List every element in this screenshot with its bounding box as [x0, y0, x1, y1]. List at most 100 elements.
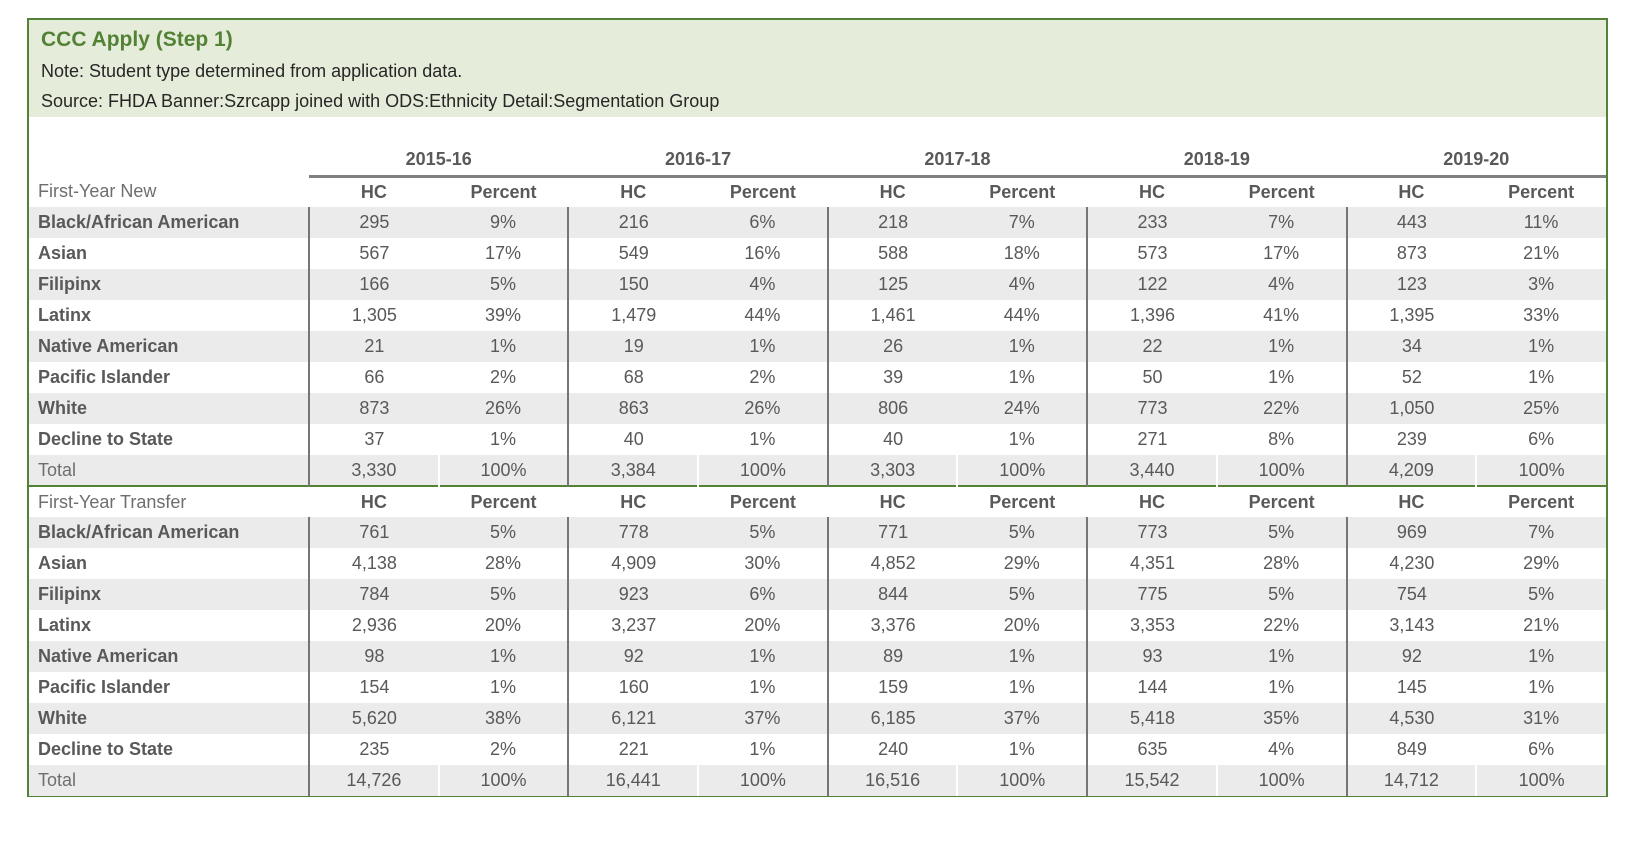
- percent-value-cell: 21%: [1523, 243, 1560, 263]
- hc-value-cell: 154: [308, 672, 439, 703]
- percent-value-cell: 1%: [1476, 331, 1606, 362]
- table-row: Native American 98 1% 92 1% 89 1% 93 1% 92 1%: [29, 641, 1606, 672]
- hc-value-cell: 1,396: [1086, 300, 1217, 331]
- percent-value-cell: 7%: [957, 207, 1088, 238]
- percent-value-cell: 1%: [1268, 677, 1295, 697]
- percent-value-cell: 37%: [698, 703, 828, 734]
- hc-value-cell: 98: [308, 641, 439, 672]
- hc-value-cell: 844: [826, 579, 958, 610]
- hc-value-cell: 4,530: [1345, 703, 1477, 734]
- hc-value-cell: 3,143: [1345, 610, 1477, 641]
- percent-value-cell: 100%: [1475, 765, 1606, 796]
- hc-column-header: HC: [879, 181, 906, 202]
- hc-value-cell: 92: [1345, 641, 1477, 672]
- table-row: Filipinx 166 5% 150 4% 125 4% 122 4% 123 3%: [29, 269, 1606, 300]
- hc-value-cell: 271: [1086, 424, 1217, 455]
- percent-value-cell: 8%: [1268, 429, 1295, 449]
- header-banner: CCC Apply (Step 1) Note: Student type de…: [29, 20, 1606, 117]
- percent-value-cell: 16%: [744, 243, 781, 263]
- row-label: Asian: [38, 553, 88, 573]
- hc-column-header: HC: [568, 485, 699, 517]
- percent-value-cell: 6%: [1528, 739, 1555, 759]
- row-label: Filipinx: [29, 579, 309, 610]
- hc-column-header: HC: [1346, 485, 1477, 517]
- hc-value-cell: 1,395: [1345, 300, 1477, 331]
- percent-value-cell: 1%: [1008, 739, 1035, 759]
- table-row: White 5,620 38% 6,121 37% 6,185 37% 5,418 35% 4,5…: [29, 703, 1606, 734]
- hc-value-cell: 771: [826, 517, 958, 548]
- percent-value-cell: 1%: [1268, 367, 1295, 387]
- hc-value-cell: 19: [567, 331, 699, 362]
- hc-value-cell: 1,461: [826, 300, 958, 331]
- percent-value-cell: 1%: [957, 641, 1088, 672]
- percent-value-cell: 100%: [956, 765, 1088, 796]
- hc-value-cell: 873: [308, 393, 439, 424]
- row-label: Black/African American: [29, 517, 309, 548]
- hc-value-cell: 784: [308, 579, 439, 610]
- hc-value-cell: 4,138: [308, 548, 439, 579]
- percent-value-cell: 2%: [490, 739, 517, 759]
- total-row: Total 3,330 100% 3,384 100% 3,303 100% 3,440 100…: [29, 455, 1606, 486]
- percent-value-cell: 44%: [744, 305, 781, 325]
- hc-value-cell: 34: [1345, 331, 1477, 362]
- percent-value-cell: 5%: [1216, 517, 1347, 548]
- percent-value-cell: 100%: [437, 455, 569, 486]
- percent-value-cell: 100%: [697, 765, 828, 796]
- percent-value-cell: 1%: [1008, 429, 1035, 449]
- percent-value-cell: 30%: [744, 553, 781, 573]
- percent-value-cell: 1%: [490, 677, 517, 697]
- hc-value-cell: 5,620: [308, 703, 439, 734]
- percent-value-cell: 2%: [490, 367, 517, 387]
- hc-value-cell: 635: [1086, 734, 1217, 765]
- percent-value-cell: 4%: [1216, 269, 1347, 300]
- row-label: Decline to State: [38, 739, 174, 759]
- hc-value-cell: 873: [1345, 238, 1477, 269]
- hc-value-cell: 3,303: [826, 455, 958, 486]
- hc-value-cell: 773: [1086, 517, 1217, 548]
- percent-value-cell: 5%: [957, 517, 1088, 548]
- year-header-2017-18: 2017-18: [827, 144, 1088, 178]
- percent-value-cell: 1%: [1008, 367, 1035, 387]
- hc-value-cell: 3,376: [826, 610, 958, 641]
- percent-value-cell: 6%: [698, 207, 828, 238]
- section-header-row: First-Year New HC Percent HC Percent HC Percen…: [29, 176, 1606, 207]
- page-title: CCC Apply (Step 1): [41, 28, 233, 51]
- hc-value-cell: 122: [1086, 269, 1217, 300]
- percent-value-cell: 1%: [1008, 677, 1035, 697]
- hc-value-cell: 4,351: [1086, 548, 1217, 579]
- percent-value-cell: 1%: [438, 331, 569, 362]
- hc-value-cell: 6,185: [826, 703, 958, 734]
- percent-value-cell: 25%: [1476, 393, 1606, 424]
- percent-value-cell: 1%: [698, 641, 828, 672]
- percent-value-cell: 6%: [698, 579, 828, 610]
- row-label: Native American: [29, 641, 309, 672]
- hc-value-cell: 295: [308, 207, 439, 238]
- hc-value-cell: 3,237: [567, 610, 699, 641]
- percent-value-cell: 26%: [438, 393, 569, 424]
- hc-value-cell: 166: [308, 269, 439, 300]
- percent-value-cell: 1%: [1476, 641, 1606, 672]
- hc-value-cell: 216: [567, 207, 699, 238]
- hc-value-cell: 3,440: [1086, 455, 1217, 486]
- hc-value-cell: 240: [826, 734, 958, 765]
- percent-value-cell: 18%: [1003, 243, 1040, 263]
- hc-value-cell: 15,542: [1086, 765, 1217, 796]
- table-row: Decline to State 37 1% 40 1% 40 1% 271 8% 239 6%: [29, 424, 1606, 455]
- percent-value-cell: 100%: [1215, 455, 1347, 486]
- percent-value-cell: 4%: [1268, 739, 1295, 759]
- row-label: White: [29, 393, 309, 424]
- hc-value-cell: 68: [567, 362, 699, 393]
- hc-value-cell: 969: [1345, 517, 1477, 548]
- hc-value-cell: 3,384: [567, 455, 699, 486]
- total-row: Total 14,726 100% 16,441 100% 16,516 100% 15,54…: [29, 765, 1606, 796]
- percent-value-cell: 5%: [698, 517, 828, 548]
- hc-value-cell: 4,230: [1345, 548, 1477, 579]
- percent-column-header: Percent: [1508, 181, 1575, 202]
- hc-value-cell: 123: [1345, 269, 1477, 300]
- percent-value-cell: 28%: [1263, 553, 1300, 573]
- hc-value-cell: 218: [826, 207, 958, 238]
- percent-value-cell: 1%: [438, 641, 569, 672]
- hc-value-cell: 16,441: [567, 765, 699, 796]
- hc-value-cell: 22: [1086, 331, 1217, 362]
- hc-value-cell: 863: [567, 393, 699, 424]
